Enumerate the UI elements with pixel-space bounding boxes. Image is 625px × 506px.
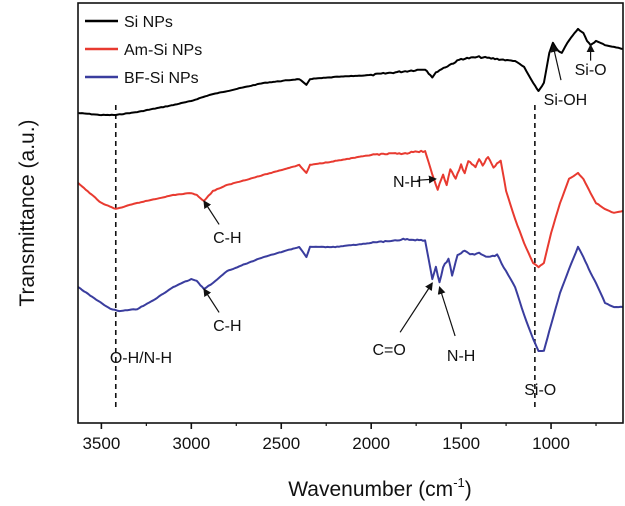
series-line-1 <box>77 27 624 117</box>
annotation-5: C-H <box>213 318 241 335</box>
annotation-7: N-H <box>447 348 475 365</box>
annotation-9: Si-O <box>524 382 556 399</box>
legend: Si NPs Am-Si NPs BF-Si NPs <box>85 14 202 87</box>
legend-label-2: Am-Si NPs <box>124 42 202 59</box>
x-tick-label: 3500 <box>82 434 120 453</box>
annotation-arrow-5 <box>203 288 220 313</box>
y-axis-title: Transmittance (a.u.) <box>16 119 39 306</box>
annotation-8: O-H/N-H <box>110 350 172 367</box>
x-axis: 3500 3000 2500 2000 1500 1000 <box>82 423 597 453</box>
plot-frame <box>77 2 624 424</box>
legend-label-1: Si NPs <box>124 14 173 31</box>
x-tick-label: 1000 <box>532 434 570 453</box>
x-tick-label: 1500 <box>442 434 480 453</box>
series-layer <box>77 27 624 352</box>
annotation-arrow-2 <box>550 44 562 81</box>
annotation-arrow-6 <box>399 282 433 333</box>
annotations: Si-O Si-OH N-H C-H C-H C=O N-H O-H/N-H Si-O <box>110 44 607 399</box>
annotation-arrow-4 <box>203 200 220 225</box>
annotation-arrow-3 <box>417 175 437 184</box>
x-tick-label: 2000 <box>352 434 390 453</box>
x-tick-label: 2500 <box>262 434 300 453</box>
x-tick-label: 3000 <box>172 434 210 453</box>
x-axis-title: Wavenumber (cm-1) <box>288 475 472 501</box>
annotation-arrow-7 <box>437 286 456 337</box>
annotation-2: Si-OH <box>544 92 588 109</box>
annotation-1: Si-O <box>575 62 607 79</box>
series-line-2 <box>77 149 624 269</box>
reference-lines <box>114 105 536 410</box>
annotation-6: C=O <box>372 342 405 359</box>
annotation-3: N-H <box>393 174 421 191</box>
series-line-3 <box>77 237 624 352</box>
legend-label-3: BF-Si NPs <box>124 70 199 87</box>
annotation-4: C-H <box>213 230 241 247</box>
